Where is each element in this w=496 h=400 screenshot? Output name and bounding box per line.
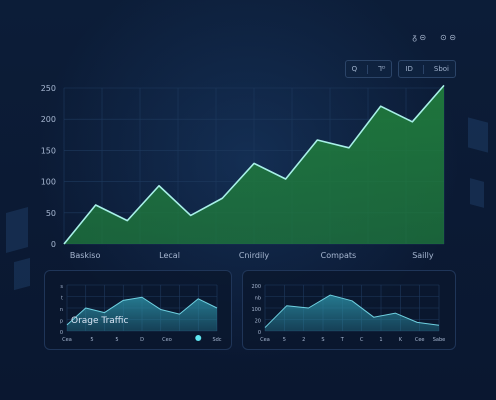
view-control[interactable]: ID Sboi [398,60,456,78]
x-tick-label: C [360,337,364,343]
x-tick-label: K [399,337,403,343]
top-icon-label: ⊙ ⊝ [440,33,456,42]
top-icon-bar: ᵹ ⊝ ⊙ ⊝ [412,33,456,42]
y-tick-label: 150 [41,146,56,155]
x-tick-label: Sabe [433,337,446,343]
y-tick-label: 200 [251,284,261,290]
top-icon-group-1[interactable]: ᵹ ⊝ [412,33,426,42]
y-tick-label: 0 [258,330,261,336]
x-tick-label: 1 [379,337,382,343]
y-tick-label: t [61,296,63,302]
x-tick-label: Cea [62,337,72,343]
x-tick-label: 2 [302,337,305,343]
y-tick-label: s [60,284,63,290]
top-icon-group-2[interactable]: ⊙ ⊝ [440,33,456,42]
separator [367,64,369,74]
area-fill [67,297,217,331]
series-line [63,84,445,245]
y-tick-label: 100 [41,178,56,187]
secondary-mini-chart: 0 20 100 nb 200 Cea 5 2 S T C 1 K Cee Sabe [251,284,446,343]
x-tick-label: Cea [260,337,270,343]
x-tick-label: Ceo [162,337,172,343]
secondary-panel: 0 20 100 nb 200 Cea 5 2 S T C 1 K Cee Sabe [242,270,456,350]
chart-toolbar: Q Ꞁᴰ ID Sboi [344,60,456,78]
x-tick-label: Baskiso [70,251,101,260]
series-line [66,296,218,326]
search-icon: Q [351,65,358,73]
y-tick-label: n [60,307,63,313]
y-tick-label: 100 [251,307,261,313]
area-fill [265,295,439,331]
x-tick-label: 5 [115,337,118,343]
x-tick-label: Compats [321,251,357,260]
filter-label: Ꞁᴰ [378,65,386,73]
y-tick-label: 250 [41,84,56,93]
area-fill [64,85,444,245]
x-tick-label: Sailly [412,251,434,260]
x-tick-label: Sdc [212,337,221,343]
x-tick-label: Cnirdily [239,251,270,260]
search-control[interactable]: Q Ꞁᴰ [344,60,393,78]
chart-title: Orage Traffic [71,316,129,326]
highlight-marker [195,335,202,341]
y-tick-label: 50 [46,209,56,218]
x-tick-label: T [340,337,345,343]
y-tick-label: 200 [41,115,56,124]
x-tick-label: 5 [283,337,286,343]
y-tick-label: 0 [51,240,56,249]
separator [422,64,424,74]
y-tick-label: nb [255,296,261,302]
sort-label: Sboi [433,65,449,73]
x-tick-label: S [321,337,324,343]
x-tick-label: D [140,337,144,343]
x-tick-label: 5 [90,337,93,343]
id-label: ID [405,65,413,73]
y-tick-label: 20 [255,319,261,325]
x-tick-label: Lecal [159,251,180,260]
y-tick-label: p [60,319,63,325]
top-icon-label: ᵹ ⊝ [412,33,427,42]
series-line [264,294,440,328]
traffic-panel: 0 p n t s Cea 5 5 D Ceo Sdc Orage Traffic [44,270,232,350]
x-tick-label: Cee [415,337,425,343]
y-tick-label: 0 [60,330,63,336]
